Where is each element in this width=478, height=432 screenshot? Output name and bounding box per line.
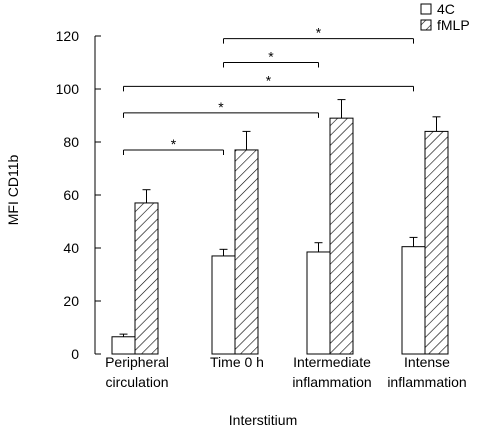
x-tick-label-line: circulation (105, 374, 168, 390)
y-tick-label: 40 (63, 240, 79, 256)
x-tick-label-1: Time 0 h (210, 354, 264, 370)
y-tick-label: 60 (63, 187, 79, 203)
bar-fmlp-1 (234, 149, 259, 355)
x-tick-label-line: Time 0 h (210, 354, 264, 370)
bar-fmlp-3 (424, 130, 449, 355)
x-tick-label-3: Intense inflammation (387, 354, 466, 390)
bar-fmlp-0 (134, 202, 159, 355)
bar-4c-1 (211, 255, 236, 355)
y-tick-label: 120 (56, 28, 80, 44)
y-tick-label: 80 (63, 134, 79, 150)
legend-label-4c: 4C (437, 1, 455, 17)
bar-4c-3 (401, 246, 426, 355)
x-tick-label-line: Intermediate (293, 354, 371, 370)
x-axis-title: Interstitium (229, 412, 297, 428)
y-axis-title: MFI CD11b (5, 155, 21, 226)
significance-star-3: * (268, 49, 274, 65)
x-tick-label-line: inflammation (292, 374, 371, 390)
x-tick-label-0: Peripheral circulation (105, 354, 169, 390)
x-tick-label-line: Peripheral (105, 354, 169, 370)
bar-4c-0 (111, 336, 136, 355)
y-tick-label: 100 (56, 81, 80, 97)
significance-star-4: * (316, 25, 322, 41)
legend-label-fmlp: fMLP (437, 17, 470, 33)
legend-swatch-fmlp (420, 19, 432, 31)
x-tick-label-2: Intermediate inflammation (292, 354, 371, 390)
y-tick-label: 20 (63, 293, 79, 309)
significance-star-2: * (266, 72, 272, 88)
plot-area: 0 20 40 60 80 100 120 Peripheral circulation Time… (56, 1, 470, 390)
x-tick-label-line: inflammation (387, 374, 466, 390)
significance-star-1: * (218, 99, 224, 115)
y-tick-label: 0 (71, 346, 79, 362)
x-tick-label-line: Intense (404, 354, 450, 370)
legend-swatch-4c (420, 3, 432, 15)
bar-4c-2 (306, 251, 331, 355)
bar-fmlp-2 (329, 117, 354, 355)
significance-star-0: * (171, 136, 177, 152)
